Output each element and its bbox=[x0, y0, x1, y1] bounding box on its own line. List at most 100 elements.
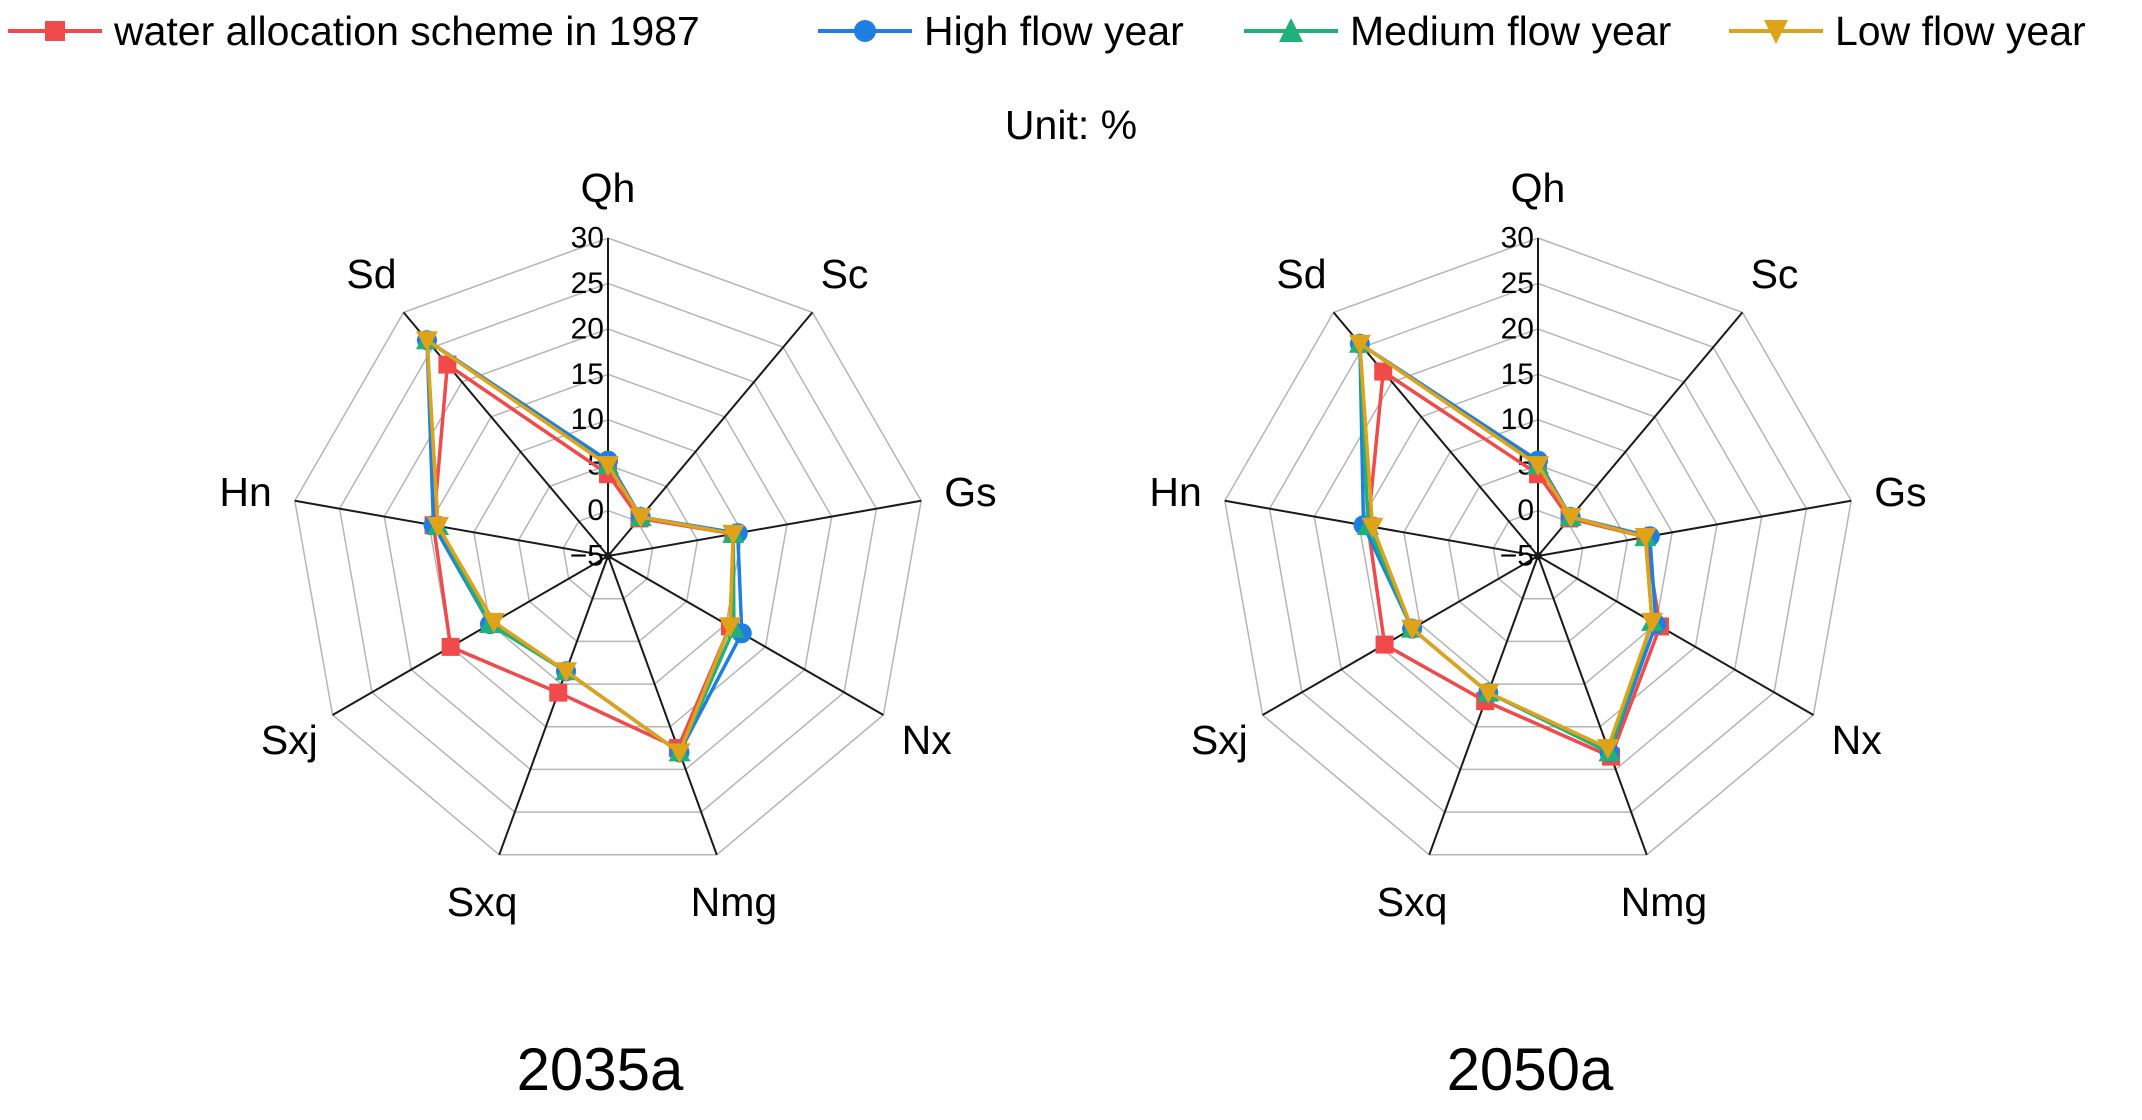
tick-label: 30 bbox=[1501, 222, 1534, 255]
axis-label-gs: Gs bbox=[944, 469, 996, 515]
axis-label-nx: Nx bbox=[1832, 717, 1883, 763]
data-point-sxj[interactable] bbox=[482, 612, 505, 633]
axis-label-sxj: Sxj bbox=[261, 717, 318, 763]
axis-label-qh: Qh bbox=[581, 165, 636, 211]
grid-ring bbox=[1358, 373, 1718, 728]
axis-label-qh: Qh bbox=[1511, 165, 1566, 211]
grid-ring bbox=[1403, 418, 1673, 685]
data-point-qh[interactable] bbox=[1527, 456, 1549, 477]
axis-spoke bbox=[402, 311, 609, 557]
grid-ring bbox=[428, 373, 788, 728]
chart-title-2050a: 2050a bbox=[1447, 1036, 1614, 1103]
data-point-sxj[interactable] bbox=[441, 637, 460, 656]
axis-spoke bbox=[1537, 555, 1814, 716]
axis-spoke bbox=[332, 555, 609, 716]
grid-ring bbox=[517, 464, 699, 643]
series-line bbox=[425, 338, 736, 755]
grid-ring bbox=[1224, 237, 1852, 856]
data-point-hn[interactable] bbox=[426, 517, 449, 538]
axis-spoke bbox=[498, 555, 609, 856]
grid-ring bbox=[1492, 509, 1584, 600]
data-point-sxq[interactable] bbox=[549, 683, 568, 702]
axis-label-sxq: Sxq bbox=[447, 879, 518, 925]
data-point-sd[interactable] bbox=[415, 331, 438, 352]
axis-label-hn: Hn bbox=[1149, 469, 1201, 515]
data-point-sd[interactable] bbox=[1348, 334, 1371, 355]
tick-label: 15 bbox=[1501, 358, 1534, 391]
legend-label: High flow year bbox=[924, 7, 1184, 54]
data-point-sxj[interactable] bbox=[1375, 635, 1394, 654]
data-point-hn[interactable] bbox=[1361, 517, 1384, 538]
data-point-nmg[interactable] bbox=[1596, 739, 1619, 760]
tick-label: 25 bbox=[1501, 267, 1534, 300]
tick-label: 20 bbox=[1501, 312, 1534, 345]
axis-spoke bbox=[1332, 311, 1539, 557]
series-low-flow-year bbox=[1348, 334, 1664, 760]
axis-spoke bbox=[1224, 499, 1539, 557]
tick-label: 0 bbox=[1517, 494, 1534, 527]
axis-label-sxq: Sxq bbox=[1377, 879, 1448, 925]
grid-ring bbox=[562, 509, 654, 600]
center-dot bbox=[604, 552, 612, 560]
legend-marker-triangle-down-icon bbox=[1729, 20, 1823, 44]
axis-label-sd: Sd bbox=[1276, 251, 1326, 297]
axis-spoke bbox=[607, 555, 718, 856]
center-dot bbox=[1534, 552, 1542, 560]
series-line bbox=[1358, 341, 1654, 750]
tick-label: −5 bbox=[570, 540, 604, 573]
legend-label: Low flow year bbox=[1835, 7, 2086, 54]
data-point-sxj[interactable] bbox=[1401, 619, 1424, 640]
axis-label-gs: Gs bbox=[1874, 469, 1926, 515]
grid-ring bbox=[1447, 464, 1629, 643]
data-point-gs[interactable] bbox=[722, 524, 745, 545]
axis-label-nmg: Nmg bbox=[1621, 879, 1708, 925]
legend-label: Medium flow year bbox=[1350, 7, 1672, 54]
tick-label: 10 bbox=[571, 403, 604, 436]
data-point-sxq[interactable] bbox=[555, 662, 578, 683]
axis-spoke bbox=[1537, 499, 1852, 557]
grid-ring bbox=[383, 328, 833, 771]
tick-label: 10 bbox=[1501, 403, 1534, 436]
tick-label: −5 bbox=[1500, 540, 1534, 573]
legend-item-1987[interactable]: water allocation scheme in 1987 bbox=[6, 6, 700, 56]
axis-label-sxj: Sxj bbox=[1191, 717, 1248, 763]
axis-label-nx: Nx bbox=[902, 717, 953, 763]
grid-ring bbox=[473, 418, 743, 685]
axis-label-nmg: Nmg bbox=[691, 879, 778, 925]
series-low-flow-year bbox=[415, 331, 745, 764]
tick-label: 15 bbox=[571, 358, 604, 391]
legend-item-medium-flow[interactable]: Medium flow year bbox=[1242, 6, 1671, 56]
tick-label: 25 bbox=[571, 267, 604, 300]
axis-spoke bbox=[1262, 555, 1539, 716]
axis-label-sd: Sd bbox=[346, 251, 396, 297]
legend-label: water allocation scheme in 1987 bbox=[114, 7, 700, 54]
axis-label-sc: Sc bbox=[1751, 251, 1799, 297]
data-point-nmg[interactable] bbox=[668, 743, 691, 764]
data-point-qh[interactable] bbox=[597, 456, 619, 477]
legend-marker-circle-icon bbox=[818, 20, 912, 42]
chart-title-2035a: 2035a bbox=[517, 1036, 684, 1103]
data-point-nx[interactable] bbox=[718, 617, 741, 638]
legend-item-high-flow[interactable]: High flow year bbox=[816, 6, 1184, 56]
data-point-gs[interactable] bbox=[1634, 528, 1657, 549]
data-point-sc[interactable] bbox=[629, 508, 652, 529]
data-point-sc[interactable] bbox=[1559, 508, 1582, 529]
data-point-nx[interactable] bbox=[1641, 612, 1664, 633]
tick-label: 30 bbox=[571, 222, 604, 255]
axis-spoke bbox=[294, 499, 609, 557]
tick-label: 0 bbox=[587, 494, 604, 527]
data-point-sd[interactable] bbox=[438, 355, 457, 374]
legend-marker-square-icon bbox=[8, 21, 102, 41]
axis-spoke bbox=[1537, 555, 1648, 856]
legend-item-low-flow[interactable]: Low flow year bbox=[1727, 6, 2086, 56]
legend-marker-triangle-up-icon bbox=[1244, 18, 1338, 42]
tick-label: 20 bbox=[571, 312, 604, 345]
grid-ring bbox=[338, 282, 878, 813]
data-point-sd[interactable] bbox=[1374, 362, 1393, 381]
data-point-sxq[interactable] bbox=[1477, 683, 1500, 704]
axis-spoke bbox=[607, 499, 922, 557]
grid-ring bbox=[294, 237, 922, 856]
